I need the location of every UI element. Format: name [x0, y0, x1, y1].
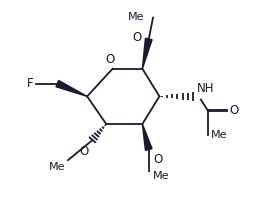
- Text: Me: Me: [210, 130, 226, 140]
- Polygon shape: [142, 124, 151, 150]
- Polygon shape: [142, 38, 151, 69]
- Text: O: O: [132, 31, 141, 44]
- Text: NH: NH: [196, 82, 213, 95]
- Polygon shape: [56, 80, 87, 96]
- Text: Me: Me: [152, 171, 169, 181]
- Text: O: O: [152, 153, 162, 166]
- Text: O: O: [78, 145, 88, 158]
- Text: O: O: [105, 53, 115, 65]
- Text: Me: Me: [49, 162, 66, 172]
- Text: O: O: [229, 104, 238, 117]
- Text: F: F: [27, 77, 34, 90]
- Text: Me: Me: [128, 12, 144, 22]
